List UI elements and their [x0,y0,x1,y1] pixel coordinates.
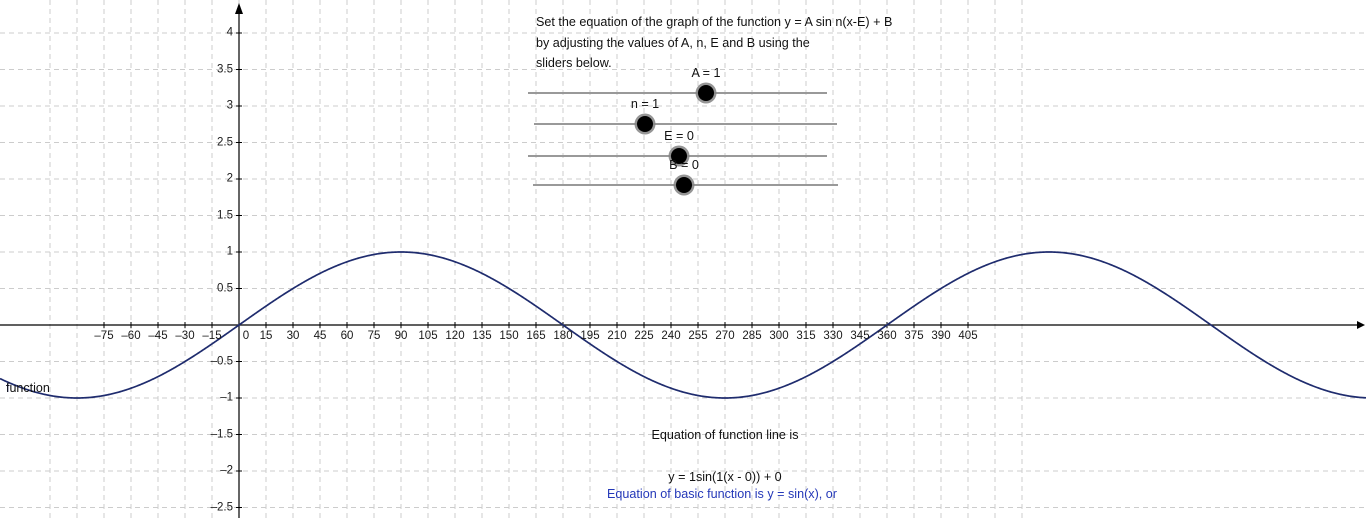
x-tick-label: –60 [121,330,141,342]
x-tick-label: 210 [607,330,627,342]
slider-b[interactable]: B = 0 [533,159,838,195]
x-tick-label: 285 [742,330,762,342]
y-tick-label: 2.5 [217,135,233,148]
slider-track-n[interactable] [534,123,837,125]
slider-track-a[interactable] [528,92,827,94]
x-tick-label: 45 [313,330,327,342]
slider-label-n: n = 1 [630,97,660,111]
x-tick-label: –30 [175,330,195,342]
y-tick-label: –2 [220,464,233,477]
slider-handle-a[interactable] [698,85,714,101]
x-tick-label: 255 [688,330,708,342]
x-tick-label: –75 [94,330,114,342]
x-tick-label: 330 [823,330,843,342]
basic-function-equation-title: Equation of basic function is y = sin(x)… [607,487,837,501]
slider-handle-n[interactable] [637,116,653,132]
slider-handle-e[interactable] [671,148,687,164]
y-tick-label: –2.5 [210,500,233,513]
y-tick-label: 3 [226,99,233,112]
y-tick-label: 0.5 [217,281,233,294]
slider-label-b: B = 0 [669,158,699,172]
curve-label-blue[interactable]: f [6,381,10,395]
x-tick-label: 390 [931,330,951,342]
x-tick-label: 165 [526,330,546,342]
x-tick-label: 0 [242,330,250,342]
slider-n[interactable]: n = 1 [534,98,837,134]
y-tick-label: 4 [226,26,233,39]
x-tick-label: 345 [850,330,870,342]
x-tick-label: 120 [445,330,465,342]
y-tick-label: –1.5 [210,427,233,440]
slider-e[interactable]: E = 0 [528,130,827,166]
x-tick-label: 90 [394,330,408,342]
x-tick-label: 15 [259,330,273,342]
x-tick-label: 30 [286,330,300,342]
slider-label-e: E = 0 [664,129,694,143]
instructions-text: Set the equation of the graph of the fun… [536,15,893,70]
slider-a[interactable]: A = 1 [528,67,827,103]
x-tick-label: 300 [769,330,789,342]
x-tick-label: 375 [904,330,924,342]
function-equation-value: y = 1sin(1(x - 0)) + 0 [668,470,782,484]
axes-layer [0,3,1365,518]
x-tick-label: 315 [796,330,816,342]
x-tick-label: –15 [202,330,222,342]
x-tick-label: 240 [661,330,681,342]
y-tick-label: –0.5 [210,354,233,367]
y-tick-label: –1 [220,391,233,404]
curve-label-function[interactable]: function [6,381,50,395]
x-tick-label: 60 [340,330,354,342]
x-tick-label: 360 [877,330,897,342]
x-tick-label: 195 [580,330,600,342]
x-tick-label: 105 [418,330,438,342]
slider-label-a: A = 1 [691,66,721,80]
y-tick-label: 2 [226,172,233,185]
function-curve-layer [0,251,1366,399]
y-tick-label: 1.5 [217,208,233,221]
x-tick-label: 135 [472,330,492,342]
x-tick-label: –45 [148,330,168,342]
x-tick-label: 270 [715,330,735,342]
x-tick-label: 405 [958,330,978,342]
function-equation-title: Equation of function line is [651,428,799,442]
x-tick-label: 75 [367,330,381,342]
y-tick-label: 3.5 [217,62,233,75]
x-tick-label: 180 [553,330,573,342]
x-tick-label: 150 [499,330,519,342]
x-tick-label: 225 [634,330,654,342]
slider-handle-b[interactable] [676,177,692,193]
y-tick-label: 1 [226,245,233,258]
basic-function-equation-block: Equation of basic function is y = sin(x)… [592,463,852,518]
function-equation-block: Equation of function line is y = 1sin(1(… [600,404,850,509]
